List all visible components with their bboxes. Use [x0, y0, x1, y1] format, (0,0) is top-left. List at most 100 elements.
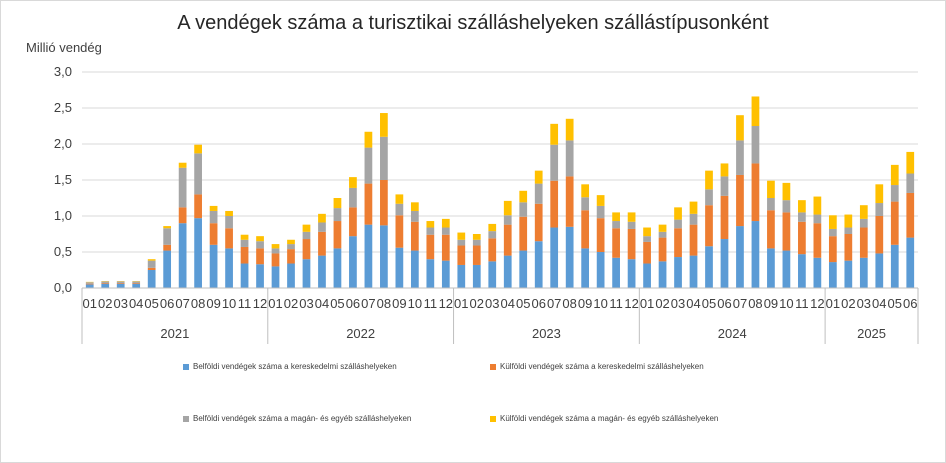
- bar-segment: [875, 253, 884, 288]
- bar-segment: [147, 267, 156, 270]
- bar-segment: [116, 282, 125, 284]
- x-tick-label: 03: [857, 296, 871, 311]
- bar-segment: [271, 244, 280, 249]
- bar-segment: [333, 208, 342, 222]
- bar-segment: [457, 245, 466, 265]
- x-tick-label: 05: [888, 296, 902, 311]
- bar-segment: [194, 218, 202, 288]
- bar-segment: [178, 162, 187, 168]
- x-tick-label: 02: [841, 296, 855, 311]
- bar-segment: [782, 182, 791, 201]
- bar-segment: [890, 185, 899, 202]
- bar-segment: [565, 140, 574, 177]
- bar-segment: [318, 255, 326, 288]
- bar-segment: [302, 231, 311, 240]
- x-tick-label: 05: [702, 296, 716, 311]
- legend-label: Külföldi vendégek száma a kereskedelmi s…: [500, 362, 704, 371]
- bar-segment: [751, 96, 760, 126]
- bar-segment: [503, 224, 512, 256]
- bar-segment: [875, 216, 884, 254]
- bar-segment: [689, 224, 698, 256]
- bar-segment: [674, 207, 682, 220]
- bar-segment: [503, 215, 512, 225]
- bar-segment: [596, 252, 605, 288]
- bar-segment: [472, 239, 481, 246]
- bar-segment: [674, 257, 682, 288]
- x-tick-label: 08: [377, 296, 391, 311]
- bar-segment: [132, 283, 141, 288]
- bar-segment: [163, 226, 172, 229]
- bar-segment: [116, 283, 125, 288]
- bar-segment: [689, 213, 698, 225]
- bar-segment: [612, 221, 620, 229]
- x-tick-label: 08: [191, 296, 205, 311]
- bar-segment: [813, 196, 822, 215]
- x-tick-label: 07: [733, 296, 747, 311]
- bar-segment: [534, 183, 543, 204]
- bar-segment: [658, 231, 667, 238]
- x-tick-label: 07: [361, 296, 375, 311]
- x-tick-label: 07: [547, 296, 561, 311]
- bar-segment: [194, 144, 202, 154]
- bar-segment: [256, 241, 264, 249]
- bar-segment: [178, 207, 187, 224]
- bar-segment: [828, 262, 837, 288]
- bar-segment: [287, 244, 295, 250]
- bar-segment: [194, 153, 202, 195]
- bar-segment: [906, 192, 915, 238]
- x-tick-label: 05: [516, 296, 530, 311]
- bar-segment: [751, 163, 760, 222]
- bar-segment: [798, 221, 806, 255]
- bar-segment: [767, 248, 775, 288]
- bar-segment: [349, 187, 357, 208]
- bar-segment: [813, 223, 822, 258]
- bar-segment: [225, 228, 233, 249]
- bar-segment: [333, 221, 342, 249]
- bar-segment: [85, 283, 94, 285]
- bar-segment: [240, 239, 249, 247]
- bar-segment: [457, 239, 466, 246]
- bar-segment: [596, 205, 605, 219]
- bar-segment: [302, 259, 311, 288]
- legend-label: Belföldi vendégek száma a kereskedelmi s…: [193, 362, 397, 371]
- bar-segment: [705, 170, 713, 190]
- bar-segment: [395, 194, 404, 204]
- bar-segment: [859, 227, 868, 258]
- bar-segment: [240, 234, 249, 240]
- legend-label: Belföldi vendégek száma a magán- és egyé…: [193, 414, 412, 423]
- bar-segment: [813, 214, 822, 224]
- bar-segment: [147, 260, 156, 268]
- bar-segment: [906, 151, 915, 174]
- bar-segment: [101, 283, 110, 288]
- bar-segment: [271, 253, 280, 267]
- bar-segment: [101, 281, 110, 283]
- bar-segment: [596, 218, 605, 252]
- bar-segment: [395, 215, 404, 248]
- bar-segment: [240, 246, 249, 264]
- x-tick-label: 12: [624, 296, 638, 311]
- x-tick-label: 02: [470, 296, 484, 311]
- bar-segment: [689, 201, 698, 214]
- x-tick-label: 01: [268, 296, 282, 311]
- legend-item: Belföldi vendégek száma a magán- és egyé…: [183, 414, 411, 423]
- bar-segment: [333, 248, 342, 288]
- bar-segment: [658, 261, 667, 288]
- legend-swatch: [183, 415, 189, 422]
- bar-segment: [380, 136, 388, 180]
- x-tick-label: 11: [424, 296, 438, 311]
- year-label: 2024: [718, 326, 747, 341]
- bar-segment: [720, 195, 729, 240]
- x-tick-label: 04: [315, 296, 329, 311]
- year-label: 2023: [532, 326, 561, 341]
- bar-segment: [581, 184, 590, 198]
- bar-segment: [287, 249, 295, 264]
- bar-segment: [767, 198, 775, 211]
- x-tick-label: 03: [299, 296, 313, 311]
- chart-title: A vendégek száma a turisztikai szálláshe…: [177, 12, 769, 34]
- bar-segment: [890, 201, 899, 245]
- y-tick-label: 1,5: [54, 172, 72, 187]
- x-tick-label: 02: [655, 296, 669, 311]
- bar-segment: [627, 212, 636, 222]
- bar-segment: [287, 263, 295, 288]
- legend-swatch: [183, 363, 189, 370]
